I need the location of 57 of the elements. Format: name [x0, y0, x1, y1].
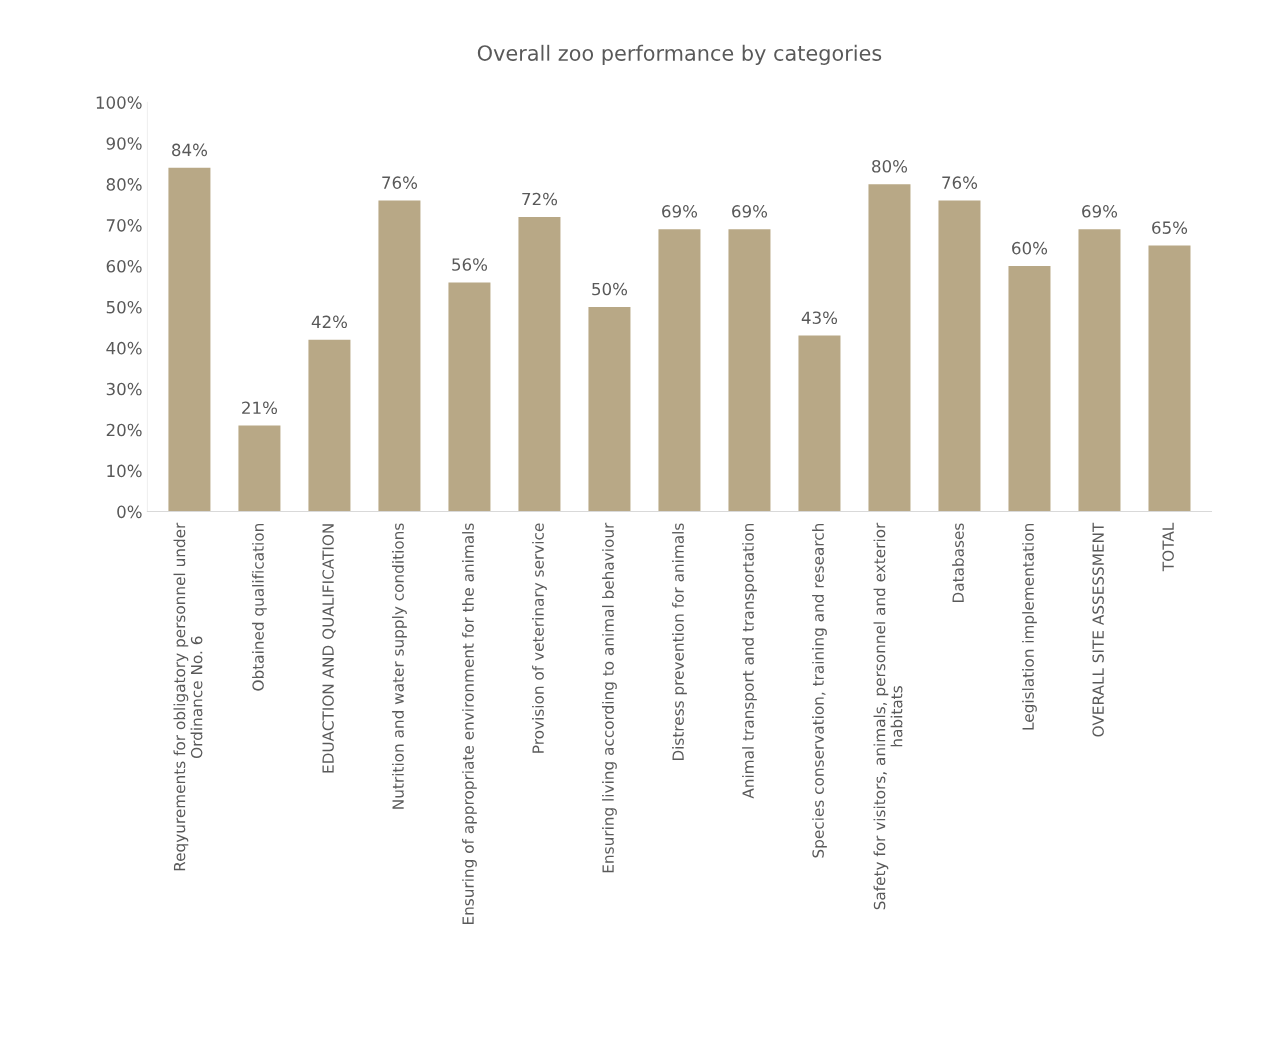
y-tick-label: 60%	[106, 259, 142, 273]
y-tick-label: 100%	[96, 96, 142, 109]
x-tick-label: Legislation implementation	[1022, 523, 1037, 730]
x-tick-label: Obtained qualification	[252, 523, 267, 691]
x-tick-label: Ensuring of appropriate environment for the animals	[462, 523, 477, 925]
y-tick-label: 40%	[106, 341, 142, 355]
data-label: 80%	[872, 159, 908, 173]
data-label: 69%	[662, 205, 698, 218]
x-tick-label: Distress prevention for animals	[672, 523, 687, 761]
bar	[378, 200, 421, 512]
data-label: 21%	[242, 401, 278, 415]
y-tick-label: 20%	[106, 423, 142, 437]
data-label: 69%	[1082, 205, 1118, 218]
data-label: 50%	[592, 282, 628, 296]
bar	[308, 339, 351, 512]
data-label: 65%	[1152, 221, 1188, 234]
bar	[1148, 245, 1191, 512]
x-tick-label: Species conservation, training and research	[812, 523, 827, 858]
bar	[798, 335, 841, 512]
x-tick-label: Reqyurements for obligatory personnel under Ordinance No. 6	[173, 522, 203, 871]
x-tick-label: Ensuring living according to animal behaviour	[602, 522, 617, 873]
data-label: 69%	[732, 205, 768, 218]
bar	[728, 229, 771, 512]
data-label: 76%	[382, 176, 418, 189]
bar	[168, 167, 211, 512]
data-label: 56%	[452, 258, 488, 271]
bar	[938, 200, 981, 512]
bar	[238, 425, 281, 512]
x-tick-label: Animal transport and transportation	[742, 523, 757, 799]
y-tick-label: 0%	[117, 505, 142, 519]
data-label: 43%	[801, 311, 838, 325]
x-tick-label: Provision of veterinary service	[532, 523, 547, 753]
bar	[658, 229, 701, 512]
x-tick-label: TOTAL	[1162, 522, 1174, 572]
data-label: 72%	[522, 192, 558, 206]
bar	[868, 184, 911, 512]
y-tick-label: 50%	[106, 300, 142, 314]
bar	[1078, 229, 1121, 512]
x-tick-label: OVERALL SITE ASSESSMENT	[1092, 522, 1104, 737]
y-tick-label: 10%	[107, 464, 142, 478]
x-tick-label: Safety for visitors, animals, personnel and exterior habitats	[873, 522, 903, 910]
bar	[448, 282, 491, 512]
data-label: 42%	[311, 315, 348, 329]
bar	[588, 306, 631, 512]
y-tick-label: 30%	[106, 382, 142, 396]
chart-title: Overall zoo performance by categories	[477, 44, 882, 65]
y-tick-label: 80%	[106, 178, 142, 191]
bar	[518, 216, 561, 512]
y-tick-label: 70%	[106, 219, 142, 232]
x-tick-label: EDUACTION AND QUALIFICATION	[322, 524, 336, 773]
data-label: 76%	[942, 176, 978, 189]
data-label: 84%	[172, 143, 208, 157]
y-tick-label: 90%	[106, 137, 142, 150]
data-label: 60%	[1012, 241, 1048, 255]
x-tick-label: Nutrition and water supply conditions	[392, 523, 407, 809]
x-tick-label: Databases	[952, 523, 964, 603]
bar	[1008, 266, 1051, 512]
